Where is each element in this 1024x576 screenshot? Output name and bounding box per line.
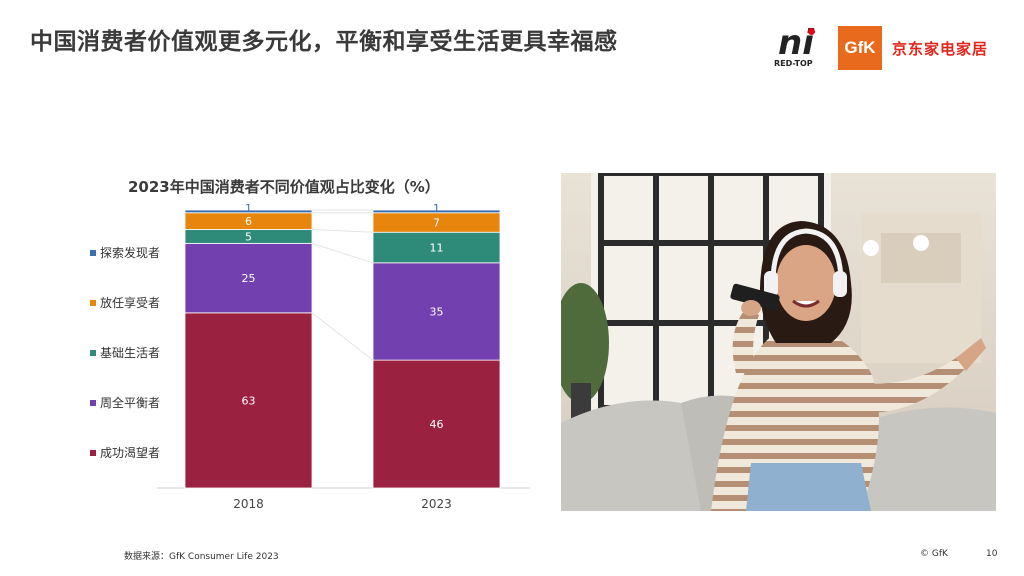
legend-swatch xyxy=(90,349,96,356)
page-number: 10 xyxy=(986,549,998,559)
data-source-note: 数据来源：GfK Consumer Life 2023 xyxy=(124,552,279,562)
series-connector-line xyxy=(311,312,374,361)
legend-item: 探索发现者 xyxy=(90,244,160,261)
woman-with-headphones-photo xyxy=(561,173,996,511)
bar-segment xyxy=(372,209,501,214)
x-tick-label: 2018 xyxy=(233,497,264,511)
bar-segment xyxy=(184,312,313,489)
bar-segment xyxy=(372,231,501,264)
legend-label: 周全平衡者 xyxy=(100,396,161,410)
chart-title: 2023年中国消费者不同价值观占比变化（%） xyxy=(128,178,440,196)
redtop-logo-text: RED-TOP xyxy=(773,59,813,68)
data-label: 1 xyxy=(433,202,440,215)
legend-item: 基础生活者 xyxy=(90,344,160,361)
legend-swatch xyxy=(90,249,96,256)
data-label: 7 xyxy=(433,217,440,230)
legend-item: 成功渴望者 xyxy=(90,444,160,461)
bar-segment xyxy=(372,359,501,489)
series-connector-line xyxy=(311,242,374,264)
copyright-note: © GfK xyxy=(920,549,948,559)
legend-swatch xyxy=(90,299,96,306)
bar-segment xyxy=(184,242,313,314)
data-label: 46 xyxy=(430,418,444,431)
data-label: 1 xyxy=(245,202,252,215)
legend-swatch xyxy=(90,399,96,406)
series-connector-line xyxy=(311,228,374,233)
page-title: 中国消费者价值观更多元化，平衡和享受生活更具幸福感 xyxy=(30,29,618,55)
data-label: 35 xyxy=(430,305,444,318)
x-tick-label: 2023 xyxy=(421,497,452,511)
data-label: 11 xyxy=(430,242,444,255)
data-label: 6 xyxy=(245,215,252,228)
logo-group: ni RED-TOP GfK 京东家电家居 xyxy=(774,26,988,70)
data-label: 63 xyxy=(242,394,256,407)
data-label: 25 xyxy=(242,272,256,285)
bar-segment xyxy=(184,209,313,214)
jd-appliance-logo: 京东家电家居 xyxy=(891,39,988,58)
legend-swatch xyxy=(90,449,96,456)
legend-item: 放任享受者 xyxy=(90,294,160,311)
legend-label: 基础生活者 xyxy=(100,346,161,360)
gfk-logo: GfK xyxy=(837,26,882,70)
redtop-logo: ni RED-TOP xyxy=(773,23,815,68)
legend-item: 周全平衡者 xyxy=(90,394,160,411)
bar-segment xyxy=(372,262,501,361)
legend-label: 探索发现者 xyxy=(100,246,161,260)
legend-label: 放任享受者 xyxy=(100,296,161,310)
legend-label: 成功渴望者 xyxy=(100,446,161,460)
data-label: 5 xyxy=(245,230,252,243)
